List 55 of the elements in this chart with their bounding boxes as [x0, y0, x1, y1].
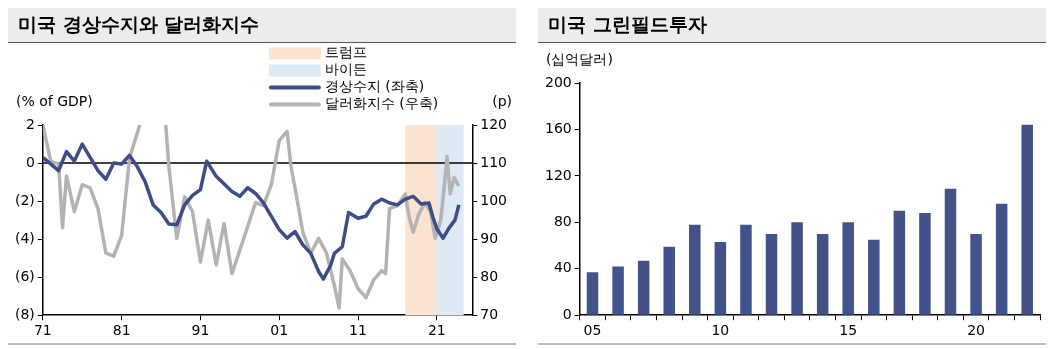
- x-tick-label: 81: [112, 322, 131, 339]
- y2-tick-label: 100: [480, 191, 508, 208]
- x-tick-label: 01: [270, 322, 289, 339]
- y-tick-label: 160: [544, 120, 572, 137]
- x-tick-label: 20: [967, 322, 985, 339]
- bar: [714, 242, 727, 315]
- x-tick-label: 91: [191, 322, 210, 339]
- bar: [893, 210, 906, 315]
- y-tick-label: (8): [14, 305, 35, 322]
- chart-title: 미국 경상수지와 달러화지수: [8, 8, 516, 43]
- legend-label: 바이든: [324, 61, 367, 78]
- bar: [586, 272, 599, 315]
- y2-tick-label: 110: [480, 153, 508, 170]
- bar: [868, 239, 880, 315]
- y2-tick-label: 70: [480, 305, 499, 322]
- y2-tick-label: 80: [480, 267, 499, 284]
- bar: [1021, 124, 1033, 315]
- y2-tick-label: 90: [480, 229, 499, 246]
- x-tick-label: 05: [583, 322, 602, 339]
- bar: [816, 233, 829, 315]
- bar: [944, 188, 957, 315]
- x-tick-label: 15: [839, 322, 858, 339]
- bar: [842, 222, 854, 315]
- y-axis-title: (% of GDP): [16, 92, 93, 109]
- x-tick-label: 11: [349, 322, 367, 339]
- bar: [689, 224, 701, 315]
- y-tick-label: 2: [25, 115, 35, 132]
- bar: [765, 233, 778, 315]
- y-tick-label: (2): [14, 191, 35, 208]
- y-tick-label: 80: [553, 212, 572, 229]
- y-tick-label: (6): [14, 267, 35, 284]
- y-tick-label: 40: [553, 259, 572, 276]
- y2-axis-title: (p): [492, 92, 512, 109]
- y-tick-label: (4): [14, 229, 35, 246]
- bar: [970, 233, 982, 315]
- legend-label: 트럼프: [324, 44, 367, 61]
- y-tick-label: 0: [25, 153, 35, 170]
- bar: [740, 224, 752, 315]
- x-tick-label: 10: [711, 322, 730, 339]
- legend-label: 달러화지수 (우축): [324, 95, 439, 112]
- bar: [612, 266, 624, 315]
- bar: [995, 203, 1008, 315]
- x-tick-label: 21: [427, 322, 446, 339]
- bar: [919, 213, 931, 315]
- y2-tick-label: 120: [480, 115, 508, 132]
- x-tick-label: 71: [33, 322, 52, 339]
- y-tick-label: 0: [562, 305, 572, 322]
- y-tick-label: 200: [544, 73, 572, 90]
- bar: [663, 246, 675, 315]
- y-axis-title: (십억달러): [546, 50, 613, 67]
- legend-label: 경상수지 (좌축): [324, 78, 425, 95]
- bar: [791, 222, 803, 315]
- chart-title: 미국 그린필드투자: [538, 8, 1046, 43]
- y-tick-label: 120: [544, 166, 572, 183]
- bar: [637, 260, 650, 315]
